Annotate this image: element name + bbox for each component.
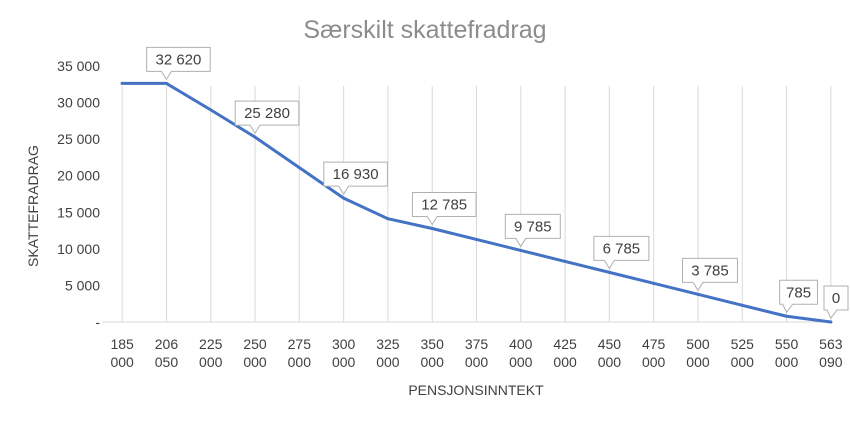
data-label-text: 16 930: [333, 166, 379, 183]
data-label-box: [323, 161, 388, 196]
data-label: 25 280: [234, 100, 300, 135]
data-label-text: 32 620: [155, 51, 201, 68]
x-tick-label: 225 000: [199, 336, 223, 370]
data-point: [209, 108, 213, 112]
x-tick-label: 425 000: [553, 336, 577, 370]
y-tick-label: 5 000: [65, 277, 100, 293]
data-label-text: 785: [786, 284, 811, 301]
data-label-text: 3 785: [691, 262, 729, 279]
x-tick-label: 375 000: [465, 336, 489, 370]
x-tick-label: 206 050: [155, 336, 179, 370]
x-tick-label: 275 000: [288, 336, 312, 370]
data-point: [430, 226, 434, 230]
data-label-box: [234, 100, 300, 135]
data-label-text: 9 785: [514, 218, 552, 235]
data-label: 785: [779, 279, 818, 314]
data-label-text: 25 280: [244, 105, 290, 122]
x-tick-label: 563 090: [819, 336, 843, 370]
data-label: 32 620: [146, 46, 211, 81]
x-tick-label: 525 000: [731, 336, 755, 370]
x-tick-label: 250 000: [243, 336, 267, 370]
x-tick-label: 550 000: [775, 336, 799, 370]
y-tick-label: 10 000: [57, 241, 100, 257]
y-tick-label: 15 000: [57, 204, 100, 220]
data-point: [475, 237, 478, 241]
data-point: [253, 135, 257, 139]
data-point: [386, 217, 390, 221]
data-point: [740, 303, 744, 307]
data-point: [342, 196, 346, 200]
x-tick-label: 500 000: [686, 336, 710, 370]
y-tick-label: -: [95, 314, 100, 330]
series-layer: [120, 81, 833, 324]
data-label: 9 785: [504, 213, 561, 248]
x-axis-title: PENSJONSINNTEKT: [408, 382, 544, 398]
data-label-box: [823, 285, 849, 319]
x-tick-label: 475 000: [642, 336, 666, 370]
data-label: 12 785: [411, 191, 477, 226]
data-point: [696, 292, 700, 296]
data-label-box: [779, 279, 818, 314]
x-axis-ticks: 185 000 206 050 225 000 250 000 275 000 300 000 325 0…: [110, 336, 842, 370]
data-label-box: [146, 46, 211, 81]
x-tick-label: 350 000: [421, 336, 445, 370]
y-axis-title: SKATTEFRADRAG: [25, 145, 41, 267]
data-label: 16 930: [323, 161, 388, 196]
data-label-box: [681, 257, 738, 292]
data-point: [829, 320, 833, 324]
data-label: 3 785: [681, 257, 738, 292]
data-label-box: [411, 191, 477, 226]
data-point: [164, 81, 168, 85]
data-point: [652, 281, 656, 285]
y-axis-ticks: - 5 000 10 000 15 000 20 000 25 000 30 000 35 0…: [57, 58, 100, 330]
data-labels: 32 620 25 280 16 930 12 785 9 785 6 785 3 785 7…: [146, 46, 849, 319]
data-point: [785, 314, 789, 318]
data-label-text: 0: [832, 290, 840, 307]
x-tick-label: 400 000: [509, 336, 533, 370]
data-label-text: 12 785: [421, 196, 467, 213]
data-label-box: [593, 235, 650, 270]
data-label-box: [504, 213, 561, 248]
x-tick-label: 185 000: [110, 336, 134, 370]
data-point: [563, 259, 567, 263]
y-tick-label: 20 000: [57, 168, 100, 184]
y-tick-label: 25 000: [57, 131, 100, 147]
x-tick-label: 325 000: [376, 336, 400, 370]
data-point: [607, 270, 611, 274]
data-point: [120, 81, 124, 85]
data-point: [519, 248, 523, 252]
y-tick-label: 35 000: [57, 58, 100, 74]
y-tick-label: 30 000: [57, 95, 100, 111]
data-point: [297, 166, 301, 170]
x-tick-label: 450 000: [598, 336, 622, 370]
data-label-text: 6 785: [603, 240, 641, 257]
chart-title: Særskilt skattefradrag: [303, 16, 546, 44]
data-label: 6 785: [593, 235, 650, 270]
x-tick-label: 300 000: [332, 336, 356, 370]
data-label: 0: [823, 285, 849, 319]
